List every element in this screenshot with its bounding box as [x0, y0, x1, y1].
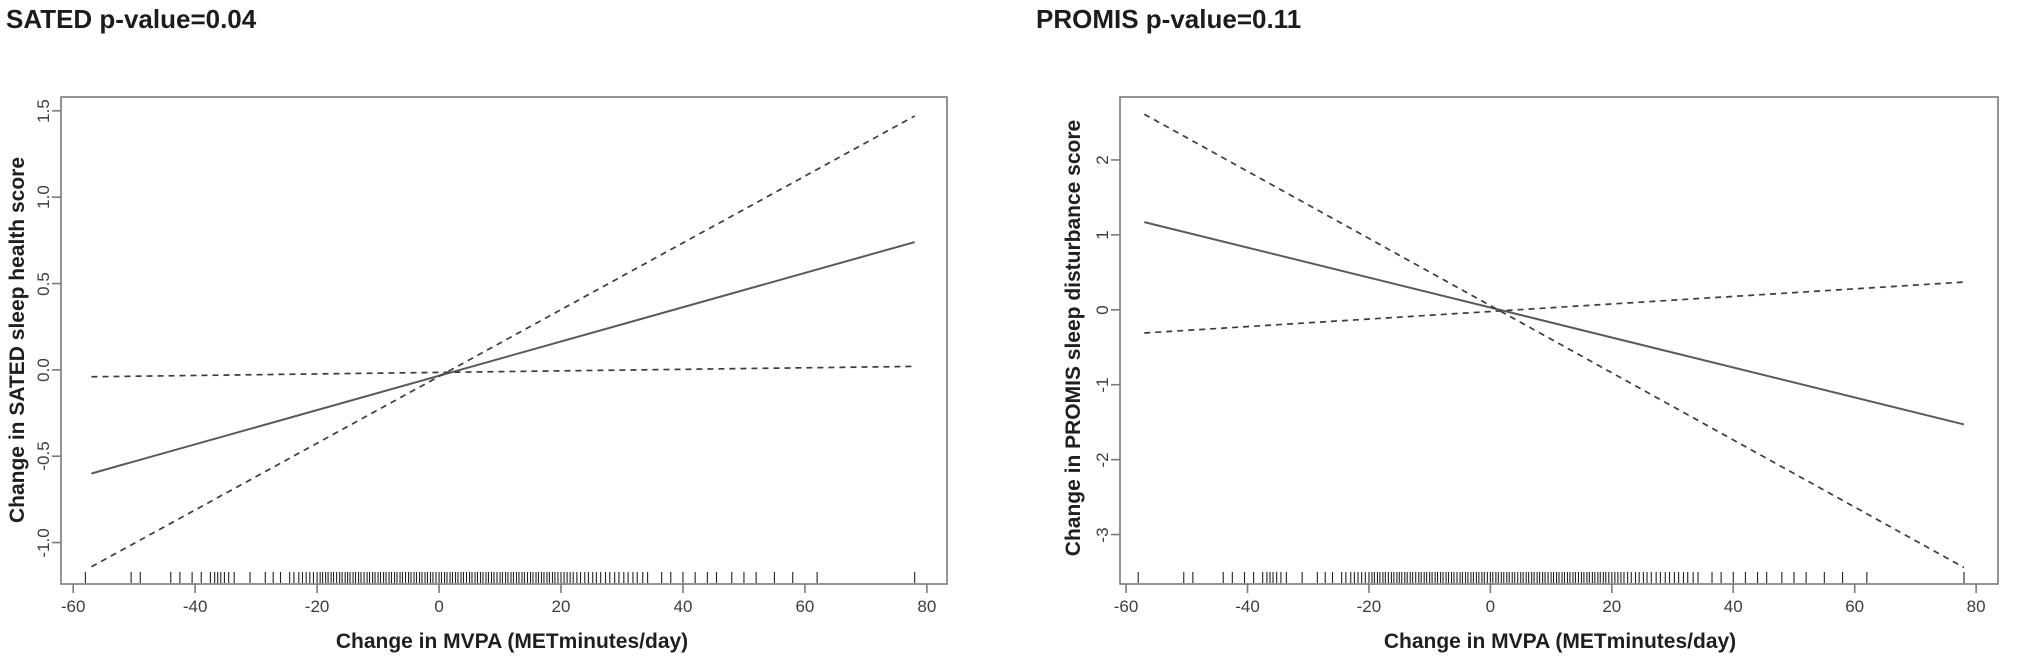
y-tick-label: 2: [1093, 155, 1112, 165]
y-tick-label: 1.5: [34, 98, 53, 123]
ci-bound-flat-line: [1144, 281, 1965, 334]
y-tick-label: -3: [1093, 526, 1112, 543]
y-tick-label: 0: [1093, 305, 1112, 315]
x-tick-label: -60: [1113, 597, 1139, 616]
ci-bound-flat-line: [91, 365, 915, 378]
y-tick-label: 1: [1093, 230, 1112, 240]
x-tick-label: 60: [1845, 597, 1865, 616]
promis-y-axis-label: Change in PROMIS sleep disturbance score: [1062, 119, 1085, 557]
promis-x-axis-label: Change in MVPA (METminutes/day): [1383, 630, 1737, 653]
sated-y-axis-label: Change in SATED sleep health score: [6, 156, 29, 524]
x-tick-label: 60: [795, 597, 815, 616]
y-tick-label: 1.0: [34, 185, 53, 209]
x-tick-label: 80: [917, 597, 937, 616]
x-tick-label: 40: [673, 597, 693, 616]
sated-x-axis-label: Change in MVPA (METminutes/day): [335, 630, 689, 653]
y-tick-label: -1: [1093, 377, 1112, 393]
x-tick-label: -20: [304, 597, 330, 616]
x-tick-label: -40: [182, 597, 208, 616]
x-tick-label: 0: [1485, 597, 1496, 616]
sated-panel-title: SATED p-value=0.04: [6, 4, 257, 34]
x-tick-label: -40: [1235, 597, 1260, 616]
promis-panel-title: PROMIS p-value=0.11: [1036, 4, 1302, 34]
ci-bound-steep-line: [91, 115, 916, 568]
x-tick-label: -60: [60, 597, 86, 616]
regression-line: [1144, 221, 1965, 426]
y-tick-label: 0.5: [34, 271, 53, 296]
x-tick-label: 20: [1602, 597, 1622, 616]
x-tick-label: 40: [1723, 597, 1743, 616]
y-tick-label: 0.0: [34, 358, 53, 382]
x-tick-label: 80: [1966, 597, 1986, 616]
regression-line: [91, 241, 915, 475]
y-tick-label: -0.5: [34, 441, 53, 471]
plot-box: [60, 96, 948, 585]
x-tick-label: 20: [551, 597, 571, 616]
y-tick-label: -1.0: [34, 527, 53, 558]
ci-bound-steep-line: [1143, 113, 1965, 569]
x-tick-label: 0: [434, 597, 444, 616]
plot-box: [1119, 96, 1999, 585]
x-tick-label: -20: [1356, 597, 1382, 616]
y-tick-label: -2: [1093, 452, 1112, 468]
